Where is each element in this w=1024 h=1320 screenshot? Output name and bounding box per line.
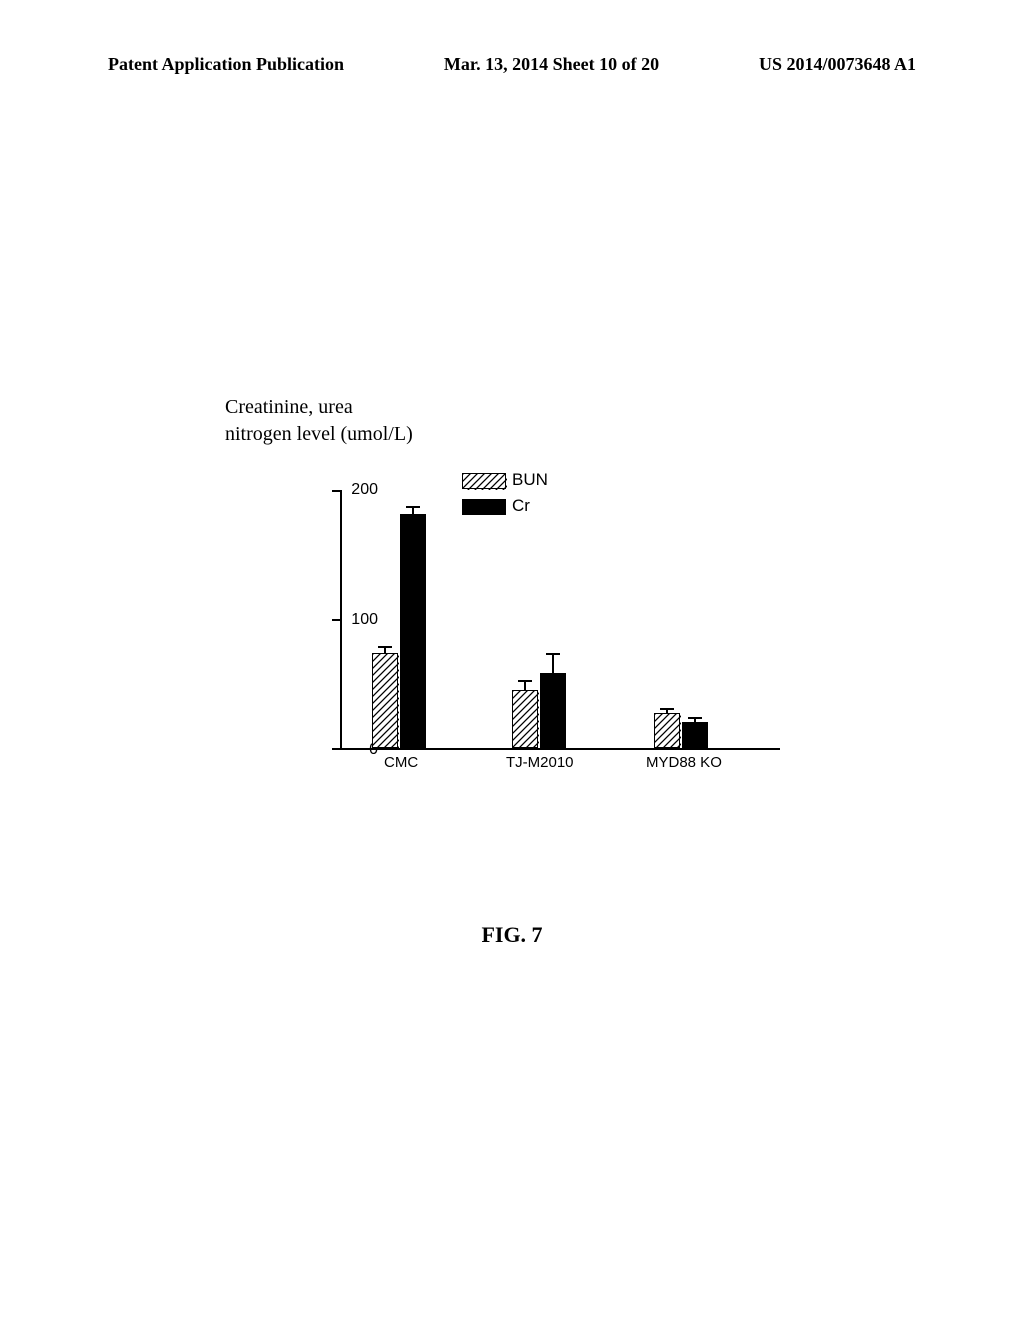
bar-chart: 0 100 200 BUN Cr [300, 490, 780, 780]
err-stem-cr-cmc [412, 508, 414, 514]
bar-bun-cmc [372, 653, 398, 748]
legend-cr: Cr [462, 496, 530, 516]
ytick-100 [332, 619, 342, 621]
err-cap-bun-tjm2010 [518, 680, 532, 682]
header-center: Mar. 13, 2014 Sheet 10 of 20 [444, 54, 659, 75]
bar-bun-tjm2010 [512, 690, 538, 748]
err-cap-cr-tjm2010 [546, 653, 560, 655]
xcat-cmc: CMC [384, 754, 418, 771]
xcat-myd88ko: MYD88 KO [646, 754, 722, 771]
legend-bun-label: BUN [512, 470, 548, 489]
legend-swatch-bun [462, 473, 506, 489]
legend-bun: BUN [462, 470, 548, 490]
plot-area: BUN Cr [340, 490, 780, 750]
err-stem-cr-myd88ko [694, 719, 696, 722]
err-stem-cr-tjm2010 [552, 655, 554, 673]
err-cap-cr-cmc [406, 506, 420, 508]
err-cap-bun-cmc [378, 646, 392, 648]
bar-cr-tjm2010 [540, 673, 566, 748]
xcat-tjm2010: TJ-M2010 [506, 754, 574, 771]
bar-cr-cmc [400, 514, 426, 748]
err-stem-bun-tjm2010 [524, 682, 526, 690]
err-cap-bun-myd88ko [660, 708, 674, 710]
err-stem-bun-myd88ko [666, 710, 668, 713]
axis-title-line1: Creatinine, urea [225, 396, 353, 418]
ytick-0 [332, 748, 342, 750]
legend-cr-label: Cr [512, 496, 530, 515]
y-axis-title: Creatinine, urea nitrogen level (umol/L) [225, 394, 413, 448]
header-left: Patent Application Publication [108, 54, 344, 75]
bar-cr-myd88ko [682, 722, 708, 748]
axis-title-line2: nitrogen level (umol/L) [225, 423, 413, 445]
page-header: Patent Application Publication Mar. 13, … [0, 54, 1024, 75]
header-right: US 2014/0073648 A1 [759, 54, 916, 75]
legend-swatch-cr [462, 499, 506, 515]
err-stem-bun-cmc [384, 648, 386, 653]
figure-caption: FIG. 7 [0, 922, 1024, 948]
ytick-200 [332, 490, 342, 492]
bar-bun-myd88ko [654, 713, 680, 748]
err-cap-cr-myd88ko [688, 717, 702, 719]
